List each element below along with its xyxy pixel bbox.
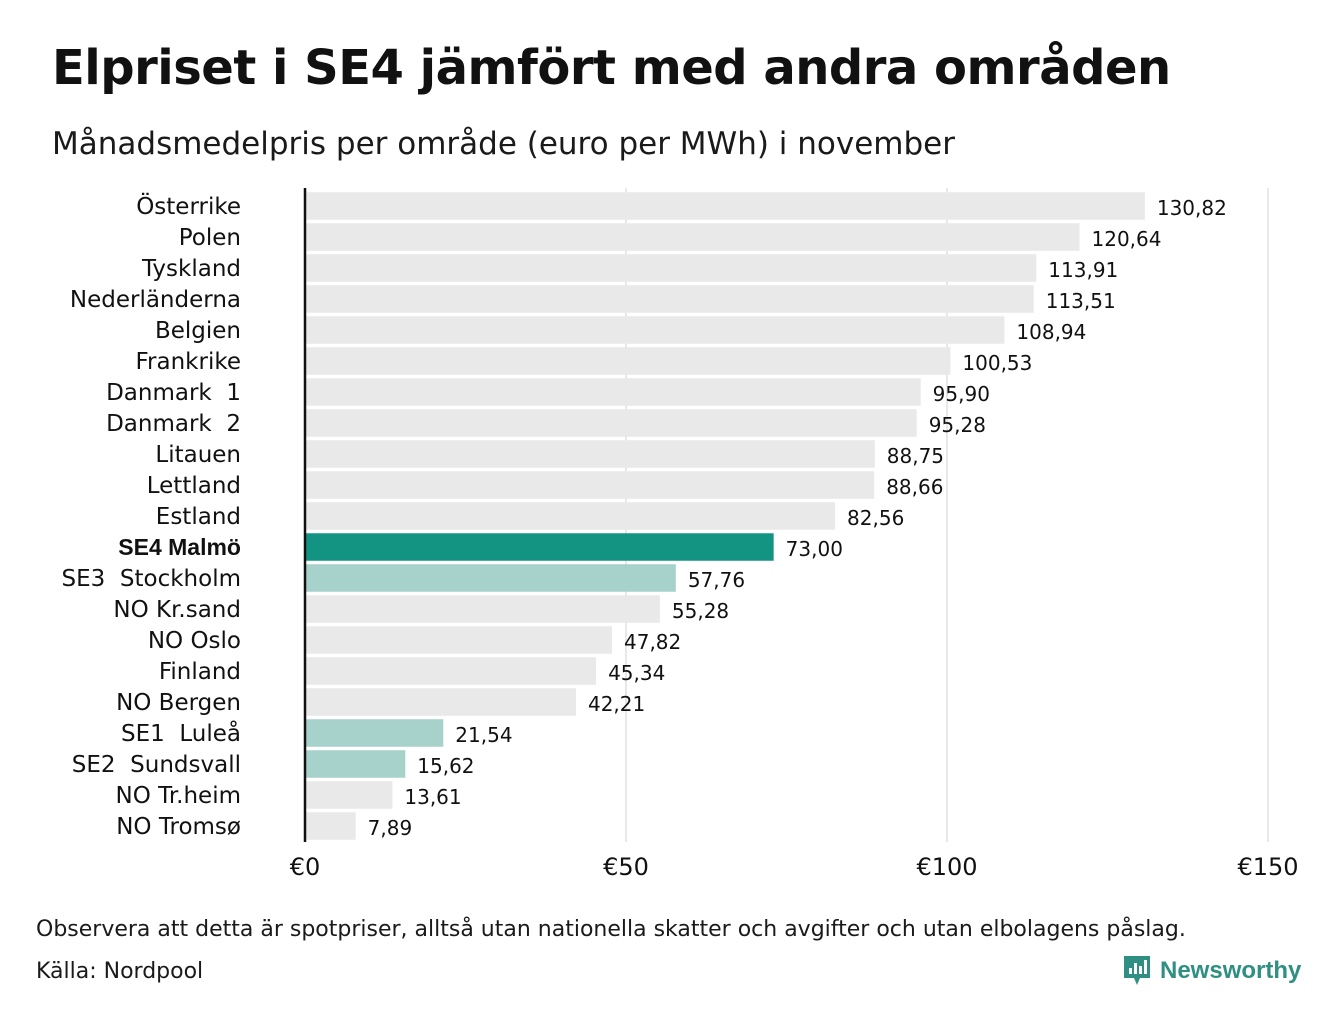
value-label: 130,82 (1157, 196, 1227, 220)
value-label: 95,28 (929, 413, 986, 437)
value-label: 82,56 (847, 506, 904, 530)
bar (305, 750, 406, 778)
x-tick-label: €150 (1237, 853, 1298, 881)
bar (305, 533, 774, 561)
bar (305, 564, 676, 592)
chart-subtitle: Månadsmedelpris per område (euro per MWh… (52, 126, 955, 162)
x-tick-label: €0 (290, 853, 321, 881)
value-label: 88,66 (886, 475, 943, 499)
category-label: Frankrike (136, 349, 242, 375)
category-label: Belgien (155, 318, 241, 344)
category-label: NO Tromsø (116, 814, 241, 840)
bar (305, 254, 1037, 282)
bar (305, 719, 444, 747)
value-label: 120,64 (1092, 227, 1162, 251)
value-label: 57,76 (688, 568, 745, 592)
value-label: 100,53 (962, 351, 1032, 375)
category-label: Lettland (147, 473, 241, 499)
x-tick-label: €100 (916, 853, 977, 881)
brand-logo: Newsworthy (1122, 954, 1301, 988)
category-label: SE1 Luleå (121, 719, 241, 747)
category-label: SE2 Sundsvall (72, 752, 241, 778)
bar (305, 688, 576, 716)
value-label: 95,90 (933, 382, 990, 406)
source-label: Källa: Nordpool (36, 959, 204, 984)
bar (305, 471, 875, 499)
category-label: Nederländerna (70, 287, 241, 313)
bar-chart: Österrike 130,82 Polen 120,64 Tyskland 113,91… (62, 188, 1299, 881)
bar (305, 223, 1080, 251)
bar (305, 595, 660, 623)
category-label: Estland (156, 504, 241, 530)
value-label: 113,91 (1048, 258, 1118, 282)
value-label: 113,51 (1046, 289, 1116, 313)
bar (305, 812, 356, 840)
bar (305, 502, 836, 530)
value-label: 108,94 (1016, 320, 1086, 344)
value-label: 15,62 (417, 754, 474, 778)
category-label: NO Kr.sand (113, 597, 241, 623)
bar (305, 378, 921, 406)
value-label: 42,21 (588, 692, 645, 716)
bar (305, 285, 1034, 313)
value-label: 45,34 (608, 661, 665, 685)
category-label: SE4 Malmö (118, 534, 241, 560)
chart-title: Elpriset i SE4 jämfört med andra områden (52, 40, 1171, 96)
bar (305, 781, 393, 809)
value-label: 55,28 (672, 599, 729, 623)
bar (305, 347, 951, 375)
value-label: 47,82 (624, 630, 681, 654)
category-label: Danmark 2 (106, 411, 241, 437)
x-tick-label: €50 (603, 853, 649, 881)
bar (305, 316, 1005, 344)
category-label: NO Oslo (148, 628, 241, 654)
category-label: Danmark 1 (106, 380, 241, 406)
value-label: 73,00 (786, 537, 843, 561)
value-label: 13,61 (404, 785, 461, 809)
category-label: NO Tr.heim (116, 783, 241, 809)
value-label: 88,75 (887, 444, 944, 468)
bar (305, 440, 875, 468)
category-label: Litauen (155, 442, 241, 468)
category-label: Polen (179, 225, 241, 251)
category-label: Österrike (136, 192, 241, 220)
brand-name: Newsworthy (1160, 957, 1302, 984)
category-label: Tyskland (141, 256, 241, 282)
bar (305, 409, 917, 437)
value-label: 21,54 (455, 723, 512, 747)
value-label: 7,89 (368, 816, 413, 840)
category-label: NO Bergen (116, 690, 241, 716)
footnote: Observera att detta är spotpriser, allts… (36, 917, 1186, 942)
newsworthy-logo-icon (1124, 956, 1150, 985)
bar (305, 657, 597, 685)
bar (305, 626, 613, 654)
bar (305, 192, 1145, 220)
category-label: SE3 Stockholm (62, 566, 242, 592)
category-label: Finland (159, 659, 241, 685)
